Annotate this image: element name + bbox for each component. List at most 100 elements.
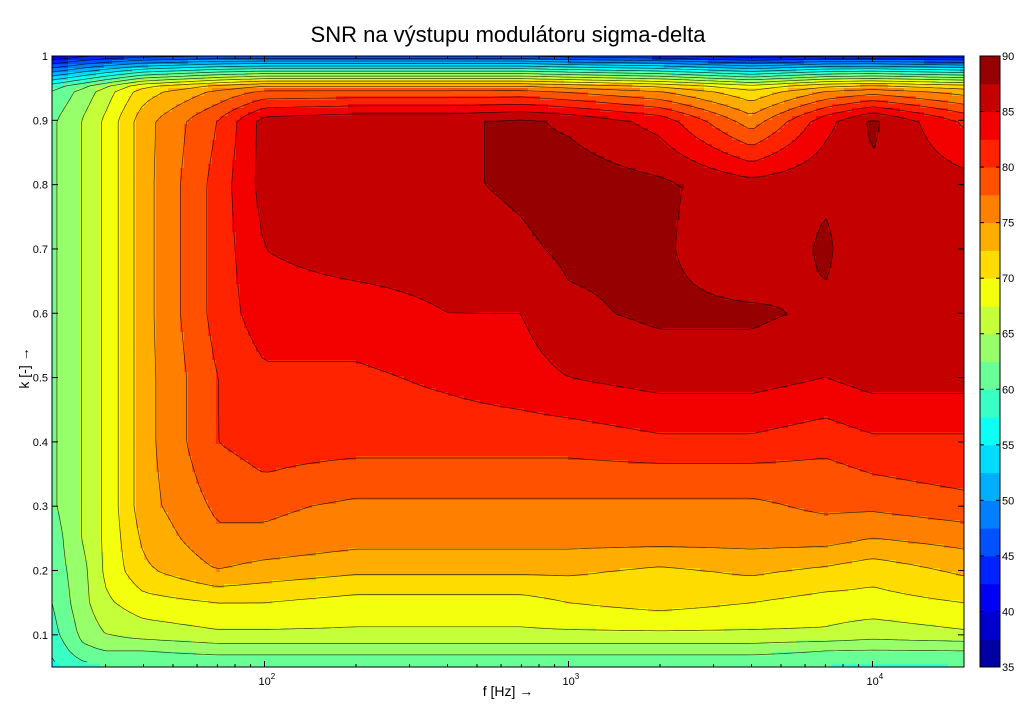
contour-cell <box>120 348 137 353</box>
contour-cell <box>772 104 801 109</box>
contour-cell <box>120 204 137 209</box>
contour-cell <box>100 268 121 273</box>
contour-cell <box>208 308 241 313</box>
contour-cell <box>564 600 757 605</box>
contour-cell <box>140 108 173 113</box>
contour-cell <box>120 304 137 309</box>
contour-cell <box>680 204 964 209</box>
contour-cell <box>748 300 964 305</box>
contour-cell <box>80 192 101 197</box>
plot-frame <box>51 55 965 668</box>
contour-cell <box>52 408 57 413</box>
contour-cell <box>136 136 157 141</box>
contour-cell <box>208 292 241 297</box>
contour-cell <box>96 72 125 77</box>
contour-cell <box>100 136 121 141</box>
contour-cell <box>464 396 964 401</box>
contour-cell <box>100 528 121 533</box>
contour-cell <box>56 244 81 249</box>
contour-cell <box>260 232 533 237</box>
contour-lines <box>52 56 964 663</box>
contour-cell <box>52 188 57 193</box>
contour-cell <box>740 156 765 161</box>
contour-cell <box>156 424 189 429</box>
contour-cell <box>56 444 81 449</box>
contour-cell <box>824 140 869 145</box>
contour-cell <box>208 208 233 213</box>
contour-cell <box>156 360 185 365</box>
contour-cell <box>60 524 81 529</box>
contour-cell <box>548 120 633 125</box>
contour-cell <box>188 408 217 413</box>
contour-cell <box>52 236 57 241</box>
contour-cell <box>536 236 677 241</box>
contour-cell <box>56 452 81 457</box>
contour-cell <box>136 248 157 253</box>
x-axis-label: f [Hz] → <box>482 683 534 699</box>
contour-cell <box>228 112 249 117</box>
contour-cell <box>84 640 193 645</box>
contour-cell <box>52 632 61 637</box>
contour-cell <box>200 556 281 561</box>
contour-cell <box>120 460 137 465</box>
contour-cell <box>136 152 157 157</box>
contour-cell <box>136 476 161 481</box>
contour-cell <box>120 384 137 389</box>
contour-cell <box>100 332 121 337</box>
contour-cell <box>156 268 181 273</box>
contour-cell <box>236 260 289 265</box>
contour-cell <box>208 236 237 241</box>
contour-cell <box>532 332 964 337</box>
contour-cell <box>272 252 553 257</box>
contour-cell <box>180 264 209 269</box>
contour-cell <box>920 564 964 569</box>
contour-cell <box>120 124 137 129</box>
contour-cell <box>56 484 81 489</box>
contour-cell <box>52 420 57 425</box>
contour-cell <box>708 120 737 125</box>
colorbar-band <box>980 555 1000 585</box>
contour-cell <box>56 464 81 469</box>
contour-cell <box>120 456 137 461</box>
contour-cell <box>928 516 964 521</box>
contour-cell <box>180 252 209 257</box>
contour-cell <box>56 448 81 453</box>
contour-cell <box>104 584 137 589</box>
contour-cell <box>336 500 773 505</box>
contour-cell <box>196 472 873 477</box>
contour-cell <box>208 600 273 605</box>
contour-cell <box>172 520 217 525</box>
contour-cell <box>68 648 105 653</box>
contour-cell <box>156 220 181 225</box>
contour-cell <box>188 444 225 449</box>
contour-cell <box>788 312 964 317</box>
contour-cell <box>240 288 397 293</box>
colorbar-tick-label: 85 <box>1002 107 1014 119</box>
contour-cell <box>156 444 189 449</box>
contour-cell <box>916 480 964 485</box>
contour-cell <box>52 244 57 249</box>
contour-cell <box>168 72 249 77</box>
contour-cell <box>100 200 121 205</box>
contour-cell <box>652 324 761 329</box>
contour-cell <box>56 196 81 201</box>
contour-cell <box>828 136 869 141</box>
contour-cell <box>80 392 101 397</box>
contour-cell <box>100 120 121 125</box>
contour-cell <box>232 220 261 225</box>
contour-cell <box>56 660 89 665</box>
colorbar-band <box>980 139 1000 168</box>
contour-cell <box>184 152 213 157</box>
contour-cell <box>816 108 853 113</box>
contour-cell <box>816 116 849 121</box>
x-tick-label: 103 <box>562 672 579 688</box>
contour-cell <box>644 104 693 109</box>
contour-cell <box>136 228 157 233</box>
contour-cell <box>76 632 105 637</box>
contour-cell <box>156 352 185 357</box>
contour-cell <box>52 328 57 333</box>
contour-cell <box>160 492 205 497</box>
contour-cell <box>120 472 137 477</box>
contour-cell <box>300 508 805 513</box>
contour-cell <box>120 604 601 609</box>
